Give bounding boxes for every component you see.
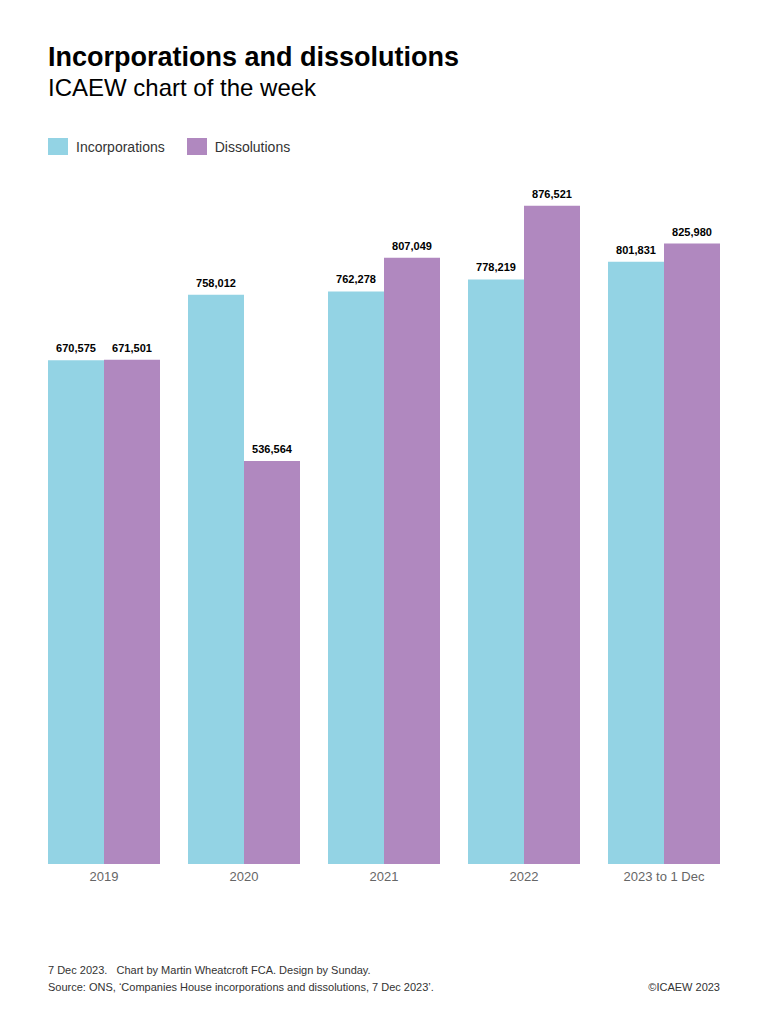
svg-text:670,575: 670,575 [56,342,96,354]
html-text:Dissolutions: Dissolutions [214,138,291,155]
svg-text:758,012: 758,012 [196,277,236,289]
svg-text:876,521: 876,521 [532,188,572,200]
svg-text:2019: 2019 [90,869,119,884]
html-text:Incorporations: Incorporations [76,138,165,155]
html-text:Source: ONS, ‘Companies House: Source: ONS, ‘Companies House incorporat… [48,981,434,993]
svg-text:2022: 2022 [510,869,539,884]
svg-text:762,278: 762,278 [336,273,376,285]
svg-text:536,564: 536,564 [252,443,293,455]
svg-text:778,219: 778,219 [476,261,516,273]
svg-text:2021: 2021 [370,869,399,884]
svg-text:2023 to 1 Dec: 2023 to 1 Dec [624,869,705,884]
html-text:Incorporations and dissolution: Incorporations and dissolutions [48,42,459,72]
svg-text:671,501: 671,501 [112,342,152,354]
svg-text:2020: 2020 [230,869,259,884]
svg-text:807,049: 807,049 [392,240,432,252]
html-text:ICAEW chart of the week: ICAEW chart of the week [48,74,317,101]
html-text:©ICAEW 2023: ©ICAEW 2023 [648,981,720,993]
svg-text:801,831: 801,831 [616,244,656,256]
svg-text:825,980: 825,980 [672,226,712,238]
html-text:7 Dec 2023. Chart by Martin Wh: 7 Dec 2023. Chart by Martin Wheatcroft F… [48,964,371,976]
